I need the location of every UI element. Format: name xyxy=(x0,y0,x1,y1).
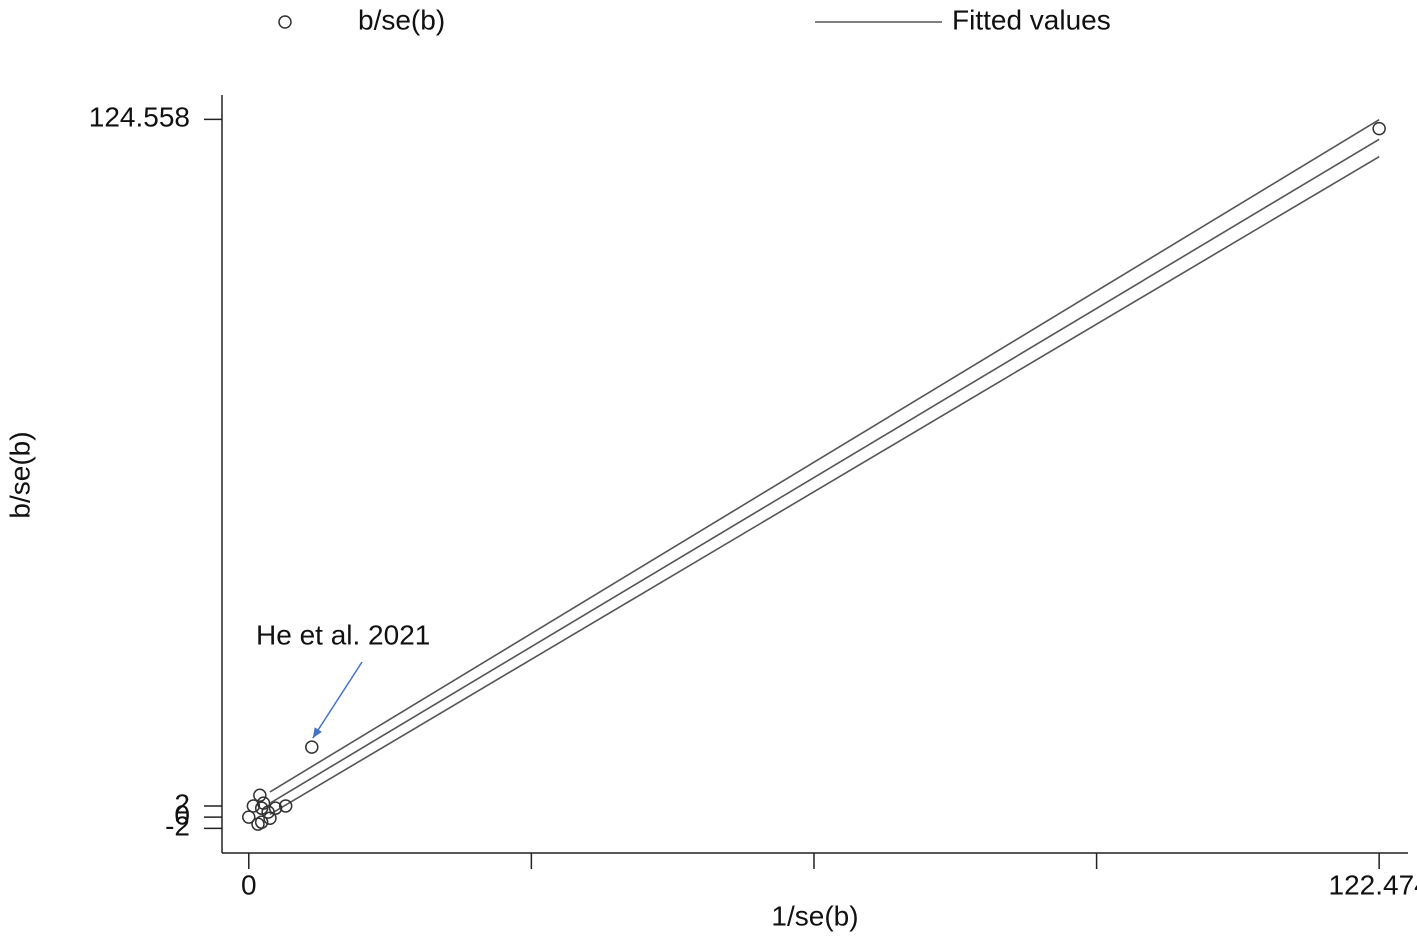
band-line xyxy=(269,155,1380,816)
legend-label: b/se(b) xyxy=(358,4,445,35)
point xyxy=(263,811,277,826)
point xyxy=(305,740,319,754)
x-tick-label: 122.474 xyxy=(1329,869,1417,900)
fitted-line xyxy=(269,138,1380,804)
y-tick-label: 2 xyxy=(174,788,190,819)
y-tick-label: -2 xyxy=(165,811,190,842)
x-axis-label: 1/se(b) xyxy=(771,900,858,931)
y-axis-label: b/se(b) xyxy=(4,431,35,518)
legend-marker xyxy=(278,15,292,29)
point xyxy=(253,788,267,803)
annotation-arrowhead xyxy=(312,727,322,739)
annotation-arrow xyxy=(312,661,363,739)
annotation: He et al. 2021 xyxy=(256,619,430,650)
point xyxy=(246,799,261,813)
point xyxy=(268,801,283,815)
point xyxy=(251,817,265,831)
y-tick-label: 0 xyxy=(174,800,190,831)
y-tick-label: 124.558 xyxy=(89,102,190,133)
point xyxy=(242,810,256,824)
band-line xyxy=(269,118,1380,793)
point xyxy=(278,799,293,813)
point xyxy=(1372,121,1386,136)
point xyxy=(256,796,271,810)
legend-label: Fitted values xyxy=(952,4,1111,35)
x-tick-label: 0 xyxy=(241,869,257,900)
